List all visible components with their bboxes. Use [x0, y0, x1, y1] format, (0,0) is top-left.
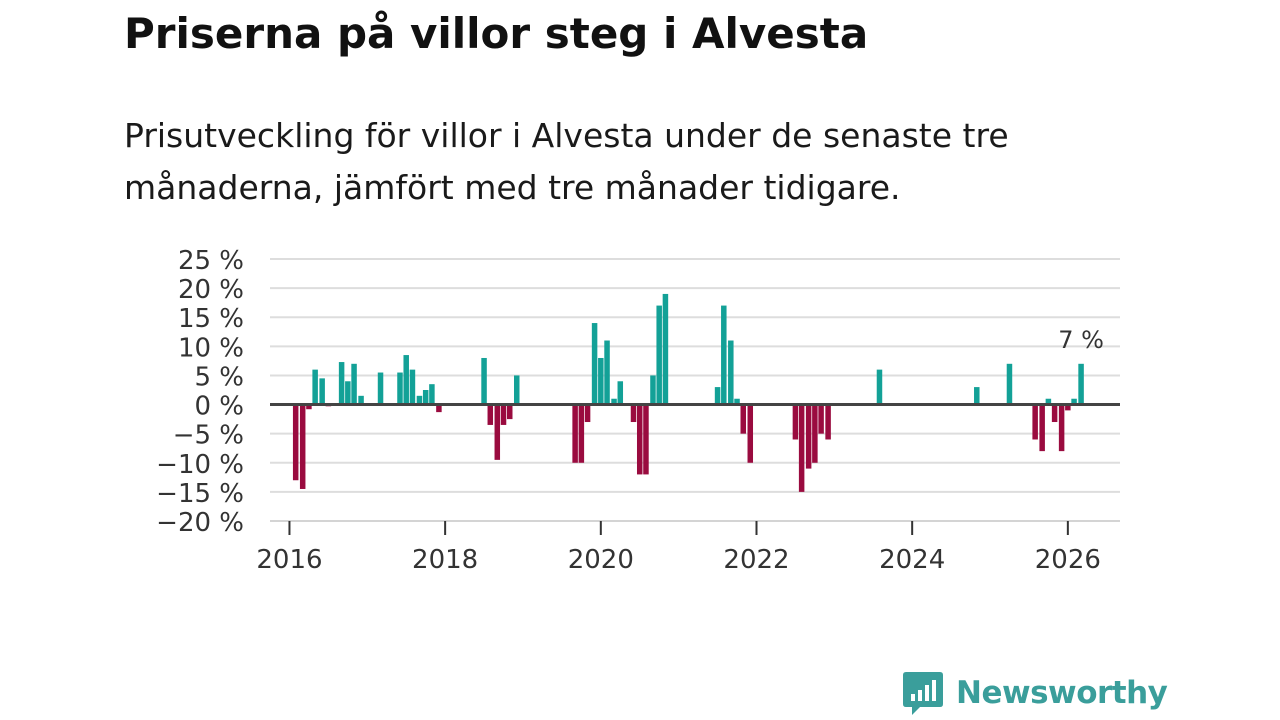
x-tick-label: 2018	[412, 545, 478, 575]
brand-name: Newsworthy	[956, 675, 1168, 711]
annotations: 7 %	[1058, 326, 1104, 354]
newsworthy-logo-icon	[902, 670, 944, 716]
y-tick-label: 25 %	[178, 246, 244, 276]
y-tick-label: −5 %	[173, 421, 244, 451]
y-tick-label: 5 %	[194, 362, 244, 392]
bar	[656, 305, 662, 405]
bar	[734, 398, 740, 405]
bar	[1065, 404, 1071, 411]
chart-title: Priserna på villor steg i Alvesta	[124, 9, 869, 58]
y-tick-label: −15 %	[156, 479, 244, 509]
bar	[747, 404, 754, 463]
bar	[429, 384, 435, 405]
bar	[494, 404, 501, 460]
bar	[572, 404, 578, 463]
bar	[1039, 404, 1045, 452]
bar	[798, 404, 805, 492]
bar	[312, 369, 318, 405]
bar	[604, 340, 610, 405]
bar	[1032, 404, 1038, 440]
bar	[636, 404, 643, 475]
bar	[500, 404, 507, 425]
x-tick-label: 2022	[723, 545, 789, 575]
x-axis: 2016 2018 2020 2022 2024 2026	[256, 520, 1120, 575]
bar	[1078, 363, 1084, 405]
bar	[299, 404, 306, 489]
bar	[818, 404, 824, 434]
bar	[584, 404, 591, 423]
x-tick-label: 2020	[568, 545, 634, 575]
bar	[876, 369, 883, 405]
bar	[377, 372, 384, 405]
y-tick-label: −20 %	[156, 508, 244, 538]
bar	[481, 357, 487, 405]
y-axis-labels: 25 %20 %15 %10 %5 %0 %−5 %−10 %−15 %−20 …	[156, 246, 244, 538]
bar	[728, 340, 734, 405]
bar	[1071, 398, 1077, 405]
bar	[506, 404, 513, 420]
bar	[513, 375, 520, 405]
x-tick-label: 2016	[256, 545, 322, 575]
bar	[416, 395, 423, 405]
bar	[319, 378, 325, 405]
bar	[805, 404, 812, 469]
bar	[662, 293, 669, 405]
bar	[617, 381, 624, 405]
bar	[351, 363, 357, 405]
x-tick-label: 2026	[1035, 545, 1101, 575]
y-tick-label: 20 %	[178, 275, 244, 305]
bar	[345, 381, 351, 405]
bar	[598, 357, 604, 405]
bar	[397, 372, 403, 405]
x-tick-label: 2024	[879, 545, 945, 575]
y-tick-label: 15 %	[178, 304, 244, 334]
bar	[650, 375, 656, 405]
bar	[1051, 404, 1058, 423]
bar	[578, 404, 585, 463]
bar	[812, 404, 818, 463]
bar	[1006, 363, 1013, 405]
bar	[487, 404, 494, 425]
bar	[714, 387, 721, 405]
bar	[292, 404, 299, 481]
bar	[974, 387, 980, 405]
bar	[422, 390, 429, 405]
y-tick-label: 0 %	[194, 392, 244, 422]
y-tick-label: 10 %	[178, 333, 244, 363]
bar	[306, 404, 312, 410]
brand-footer: Newsworthy	[902, 670, 1168, 716]
bar	[436, 404, 442, 413]
bar	[1058, 404, 1065, 452]
bar	[825, 404, 831, 440]
bar	[403, 355, 409, 405]
bar	[630, 404, 637, 423]
bar	[792, 404, 799, 440]
chart-subtitle: Prisutveckling för villor i Alvesta unde…	[124, 116, 1009, 207]
last-value-label: 7 %	[1058, 326, 1104, 354]
bar	[358, 395, 364, 405]
y-tick-label: −10 %	[156, 450, 244, 480]
bar	[409, 369, 416, 405]
bar	[338, 362, 345, 405]
bars	[292, 293, 1084, 492]
bar	[611, 398, 617, 405]
bar	[721, 305, 727, 405]
bar	[740, 404, 747, 434]
bar	[643, 404, 649, 475]
bar	[1045, 398, 1052, 405]
bar	[591, 323, 598, 405]
